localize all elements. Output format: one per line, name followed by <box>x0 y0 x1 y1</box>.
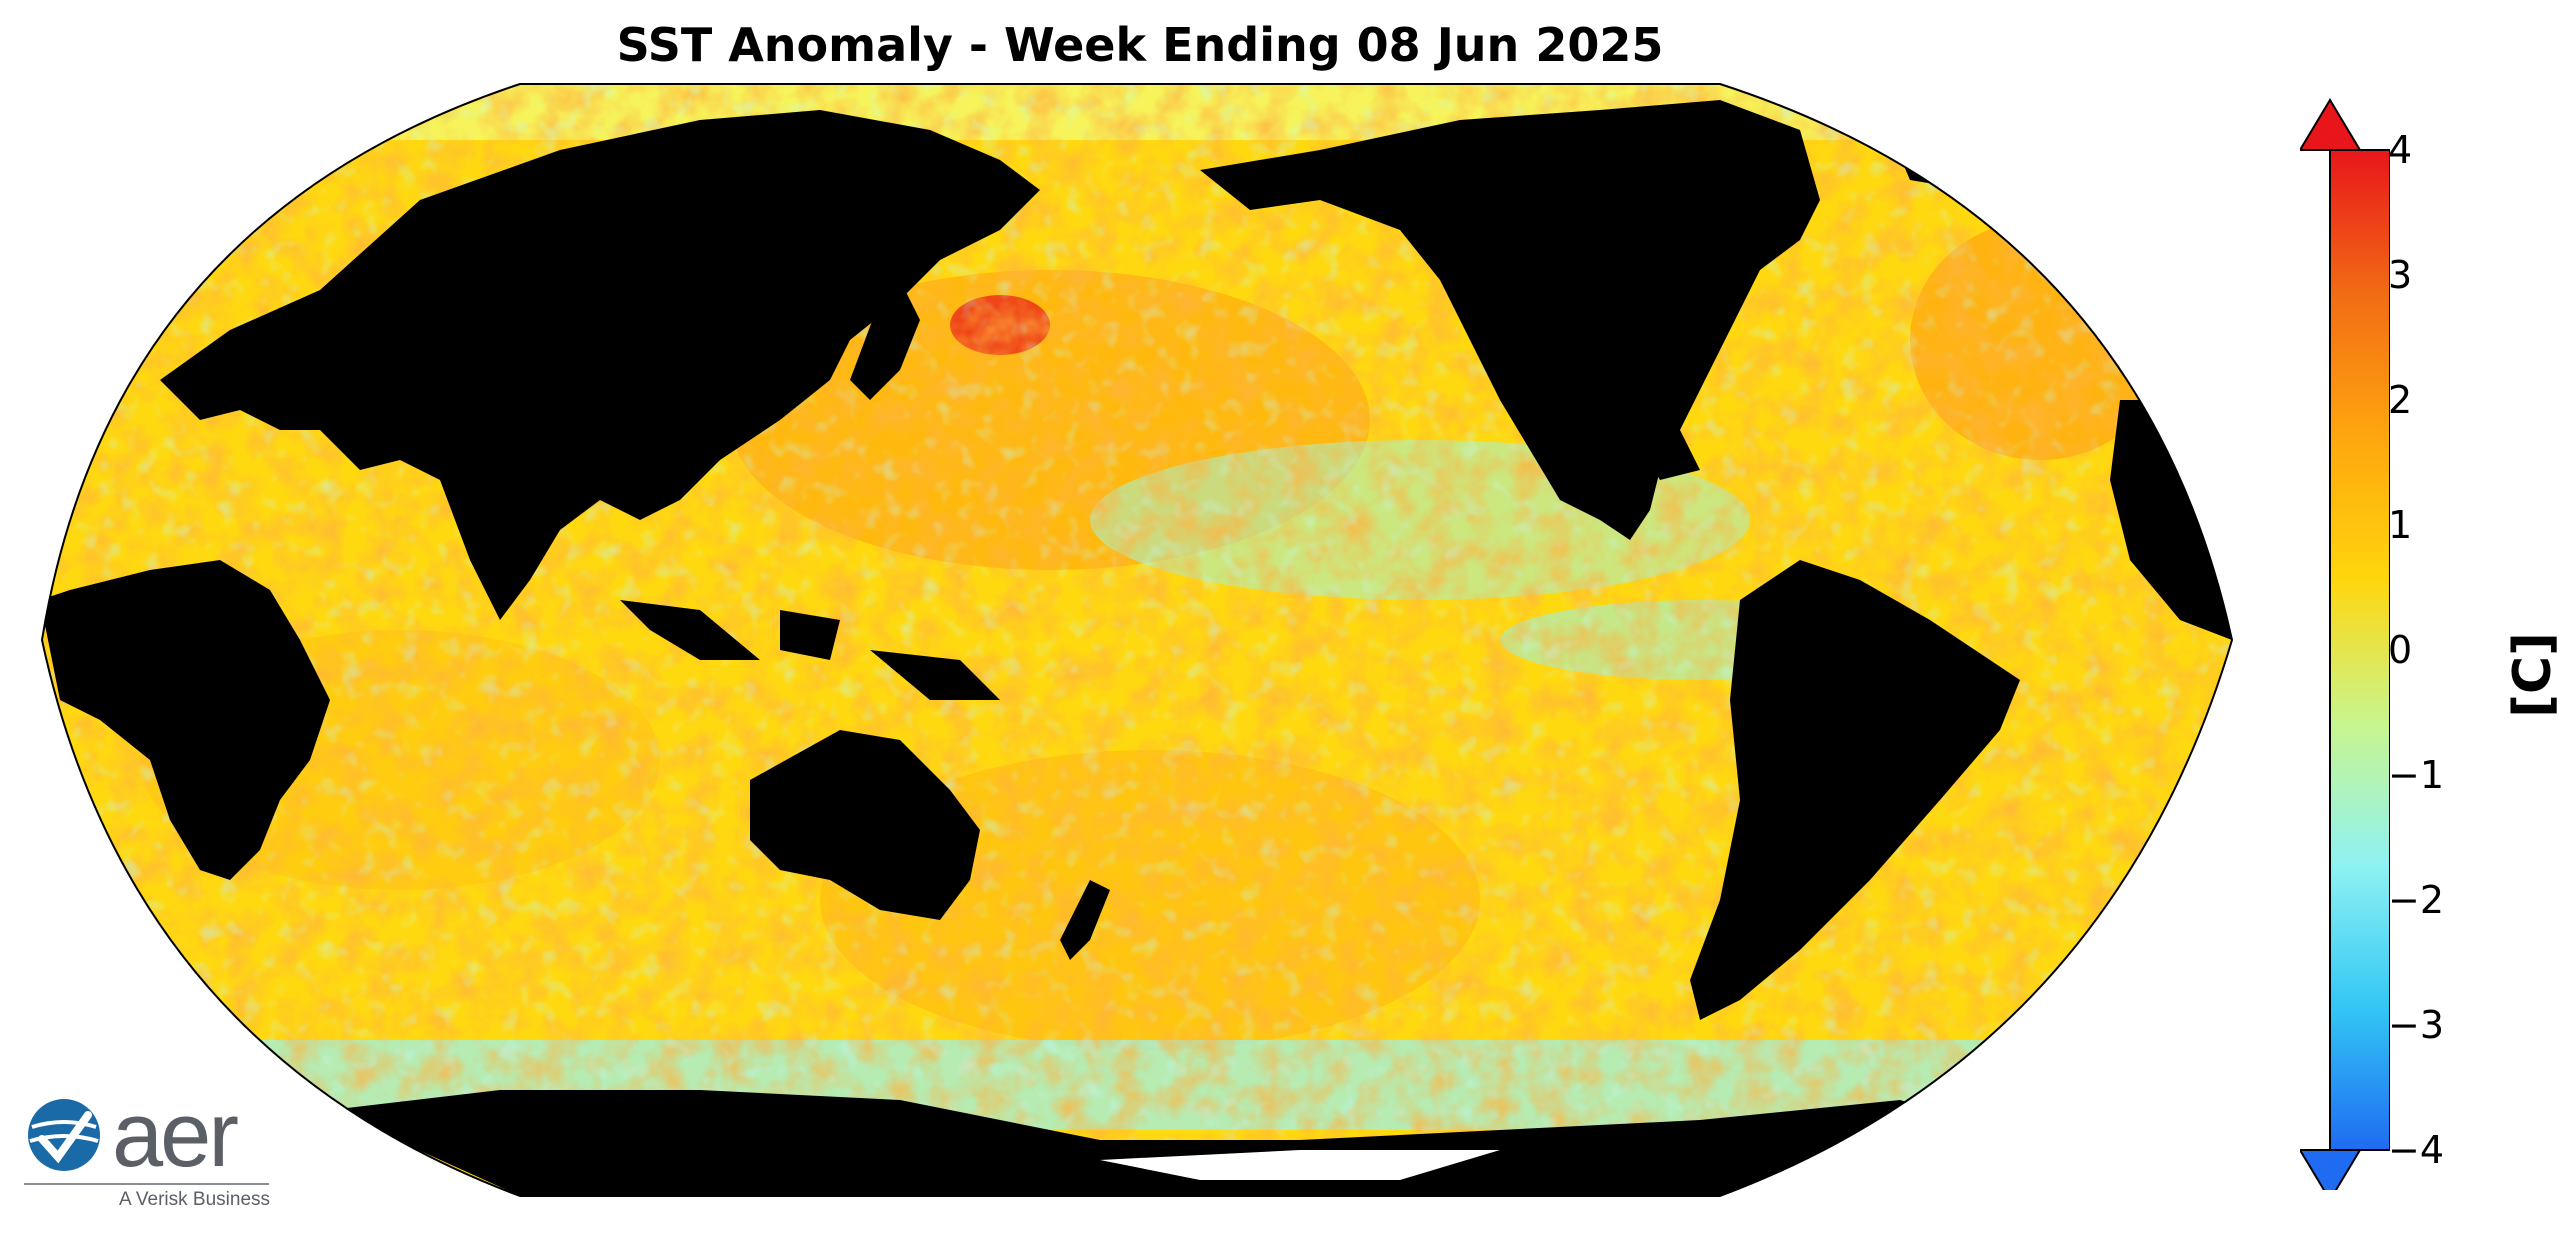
colorbar-tick-label: 3 <box>2388 253 2413 297</box>
globe-check-icon <box>28 1099 100 1171</box>
colorbar-tick-label: 2 <box>2388 378 2413 422</box>
globe-outline <box>40 83 2234 1197</box>
logo-wordmark: aer <box>112 1084 239 1186</box>
colorbar-tick-label: 0 <box>2388 628 2413 672</box>
colorbar-extend-min <box>2300 1149 2362 1190</box>
colorbar <box>2300 98 2390 1190</box>
colorbar-tick-label: −3 <box>2388 1003 2445 1047</box>
colorbar-body <box>2329 149 2390 1151</box>
colorbar-tick-label: −4 <box>2388 1128 2445 1172</box>
colorbar-unit-label: [C] <box>2502 632 2560 718</box>
ocean-field <box>42 84 2232 1196</box>
aer-logo: aer A Verisk Business <box>24 1084 284 1215</box>
land-masses <box>42 100 2232 1196</box>
sst-anomaly-map <box>40 83 2234 1197</box>
map-title: SST Anomaly - Week Ending 08 Jun 2025 <box>616 18 1664 72</box>
colorbar-tick-label: 1 <box>2388 503 2413 547</box>
colorbar-tick-label: −1 <box>2388 753 2445 797</box>
logo-tagline: A Verisk Business <box>119 1189 271 1210</box>
colorbar-extend-max <box>2300 98 2362 151</box>
colorbar-tick-label: −2 <box>2388 878 2445 922</box>
logo-divider <box>24 1183 269 1185</box>
colorbar-tick-label: 4 <box>2388 128 2413 172</box>
